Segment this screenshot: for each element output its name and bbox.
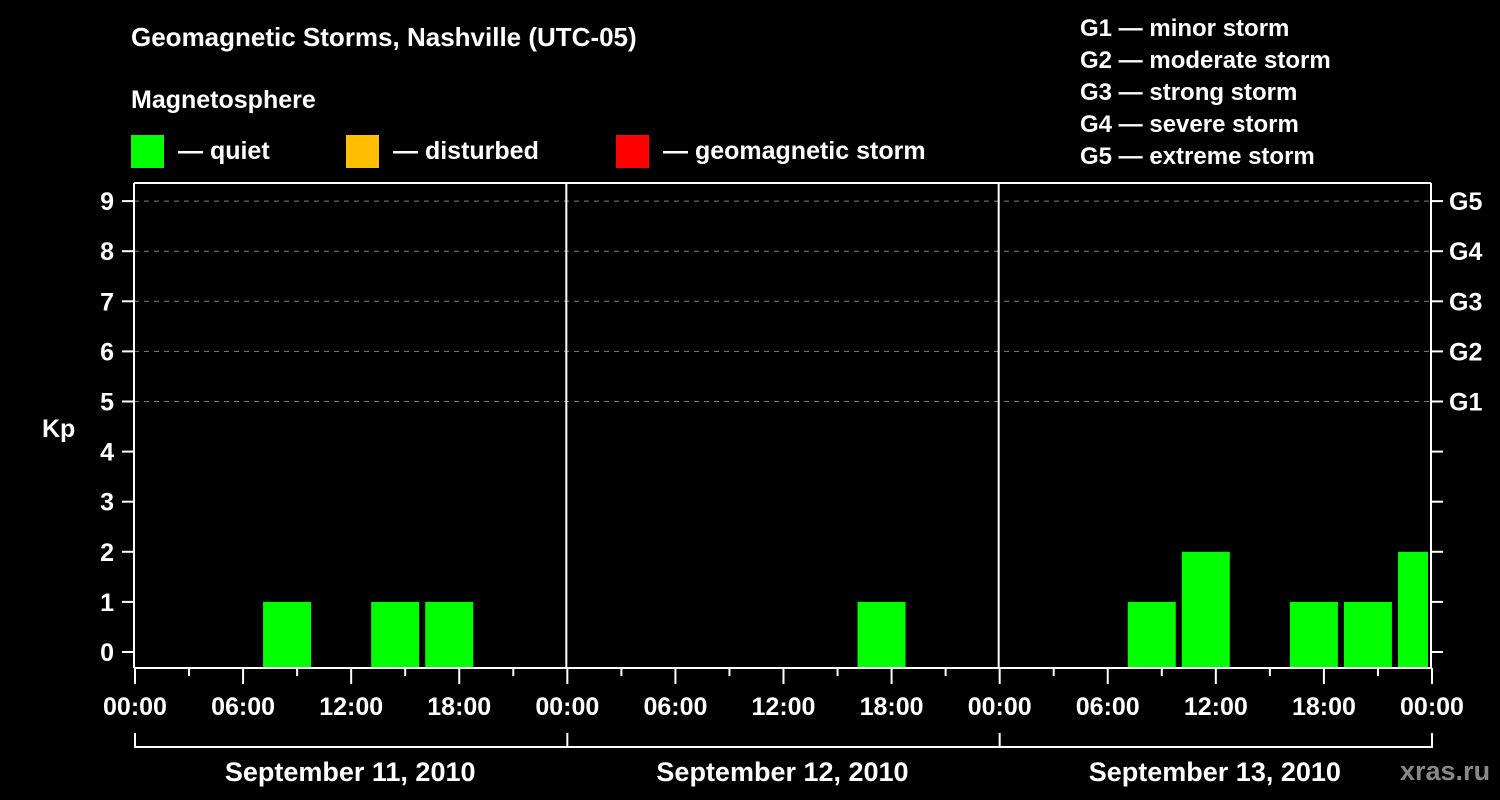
day-label: September 11, 2010 — [225, 757, 476, 787]
y-tick-label: 0 — [100, 639, 114, 667]
x-tick-label: 18:00 — [860, 693, 924, 721]
y-tick-label: 2 — [100, 539, 114, 567]
g-scale-label: G5 — [1449, 188, 1482, 216]
y-tick-label: 9 — [100, 188, 114, 216]
y-tick-label: 6 — [100, 338, 114, 366]
disturbed-swatch-icon — [346, 134, 379, 168]
watermark: xras.ru — [1400, 756, 1491, 786]
chart-title: Geomagnetic Storms, Nashville (UTC-05) — [131, 22, 637, 52]
g-scale-label: G4 — [1449, 238, 1482, 266]
y-tick-label: 1 — [100, 589, 114, 617]
x-tick-label: 06:00 — [643, 693, 707, 721]
x-tick-label: 12:00 — [1184, 693, 1248, 721]
legend-item-storm: — geomagnetic storm — [616, 134, 926, 168]
x-tick-label: 00:00 — [535, 693, 599, 721]
g-scale-label: G2 — [1449, 338, 1482, 366]
kp-bar — [1127, 601, 1176, 668]
storm-scale-legend: G1 — minor storm G2 — moderate storm G3 … — [1080, 13, 1331, 173]
storm-scale-g2: G2 — moderate storm — [1080, 47, 1331, 74]
y-tick-label: 3 — [100, 489, 114, 517]
y-tick-label: 8 — [100, 238, 114, 266]
y-axis-label: Kp — [42, 415, 75, 443]
legend-item-disturbed: — disturbed — [346, 134, 539, 168]
x-tick-label: 18:00 — [1292, 693, 1356, 721]
kp-bar — [1289, 601, 1338, 668]
g-scale-label: G1 — [1449, 389, 1482, 417]
y-tick-label: 4 — [100, 439, 114, 467]
kp-bar — [425, 601, 474, 668]
x-tick-label: 06:00 — [211, 693, 275, 721]
kp-bar — [1397, 551, 1428, 668]
x-tick-label: 00:00 — [1400, 693, 1464, 721]
kp-bar — [263, 601, 312, 668]
legend-label-disturbed: — disturbed — [393, 136, 539, 165]
kp-bar — [371, 601, 420, 668]
kp-bar — [857, 601, 906, 668]
x-tick-label: 00:00 — [103, 693, 167, 721]
storm-scale-g1: G1 — minor storm — [1080, 15, 1290, 42]
legend-label-storm: — geomagnetic storm — [663, 136, 926, 165]
y-tick-label: 7 — [100, 288, 114, 316]
storm-scale-g3: G3 — strong storm — [1080, 79, 1298, 106]
day-label: September 12, 2010 — [656, 757, 908, 787]
legend-item-quiet: — quiet — [131, 134, 270, 168]
x-tick-label: 00:00 — [968, 693, 1032, 721]
x-tick-label: 18:00 — [427, 693, 491, 721]
quiet-swatch-icon — [131, 134, 164, 168]
x-tick-label: 12:00 — [752, 693, 816, 721]
legend-label-quiet: — quiet — [178, 136, 270, 165]
kp-bar — [1343, 601, 1392, 668]
day-label: September 13, 2010 — [1089, 757, 1341, 787]
x-tick-label: 06:00 — [1076, 693, 1140, 721]
storm-scale-g5: G5 — extreme storm — [1080, 143, 1315, 170]
x-tick-label: 12:00 — [319, 693, 383, 721]
kp-bar — [1181, 551, 1230, 668]
g-scale-label: G3 — [1449, 288, 1482, 316]
storm-swatch-icon — [616, 134, 649, 168]
magnetosphere-heading: Magnetosphere — [131, 86, 316, 114]
y-tick-label: 5 — [100, 389, 114, 417]
storm-scale-g4: G4 — severe storm — [1080, 111, 1299, 138]
